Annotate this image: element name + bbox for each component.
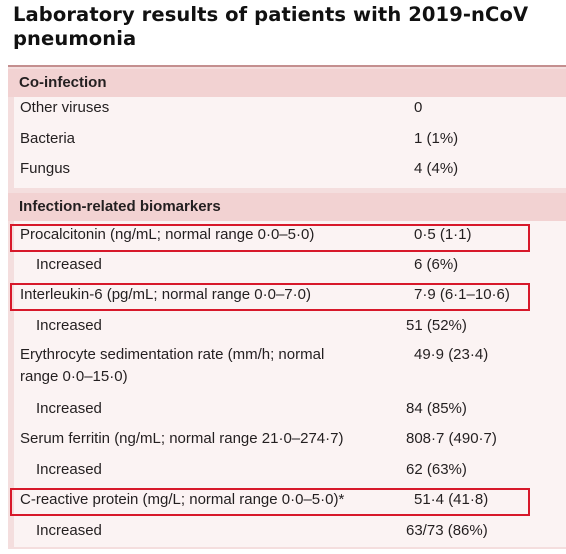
row-label-line1: Erythrocyte sedimentation rate (mm/h; no… [20,346,325,363]
row-value: 51·4 (41·8) [414,491,489,508]
row-value: 4 (4%) [414,160,459,177]
highlight-box-c-reactive-protein [10,488,530,516]
row-value: 0 [414,99,423,116]
row-value: 84 (85%) [406,400,467,417]
row-label: Increased [36,522,102,539]
highlight-box-procalcitonin [10,224,530,252]
lab-results-table: Co-infection Other viruses 0 Bacteria 1 … [8,65,566,549]
row-label: Fungus [20,160,71,177]
row-label: Increased [36,256,102,273]
row-value: 51 (52%) [406,317,467,334]
row-label: Other viruses [20,99,110,116]
row-label: Bacteria [20,130,76,147]
row-label-line2: range 0·0–15·0) [20,368,128,385]
row-value: 63/73 (86%) [406,522,488,539]
row-value: 6 (6%) [414,256,459,273]
row-value: 62 (63%) [406,461,467,478]
row-value: 0·5 (1·1) [414,226,472,243]
section-body-infection-biomarkers: Procalcitonin (ng/mL; normal range 0·0–5… [14,221,566,547]
highlight-box-interleukin-6 [10,283,530,311]
row-label: Serum ferritin (ng/mL; normal range 21·0… [20,430,344,447]
table-title: Laboratory results of patients with 2019… [13,3,529,50]
section-body-co-infection: Other viruses 0 Bacteria 1 (1%) Fungus 4… [14,97,566,188]
row-label: Interleukin-6 (pg/mL; normal range 0·0–7… [20,286,311,303]
row-value: 808·7 (490·7) [406,430,497,447]
row-label: Procalcitonin (ng/mL; normal range 0·0–5… [20,226,315,243]
row-label: Increased [36,317,102,334]
row-label: C-reactive protein (mg/L; normal range 0… [20,491,345,508]
row-label: Increased [36,461,102,478]
row-value: 1 (1%) [414,130,459,147]
row-value: 7·9 (6·1–10·6) [414,286,510,303]
row-value: 49·9 (23·4) [414,346,489,363]
section-header-co-infection: Co-infection [8,69,566,97]
row-label: Increased [36,400,102,417]
section-header-infection-biomarkers: Infection-related biomarkers [8,193,566,221]
